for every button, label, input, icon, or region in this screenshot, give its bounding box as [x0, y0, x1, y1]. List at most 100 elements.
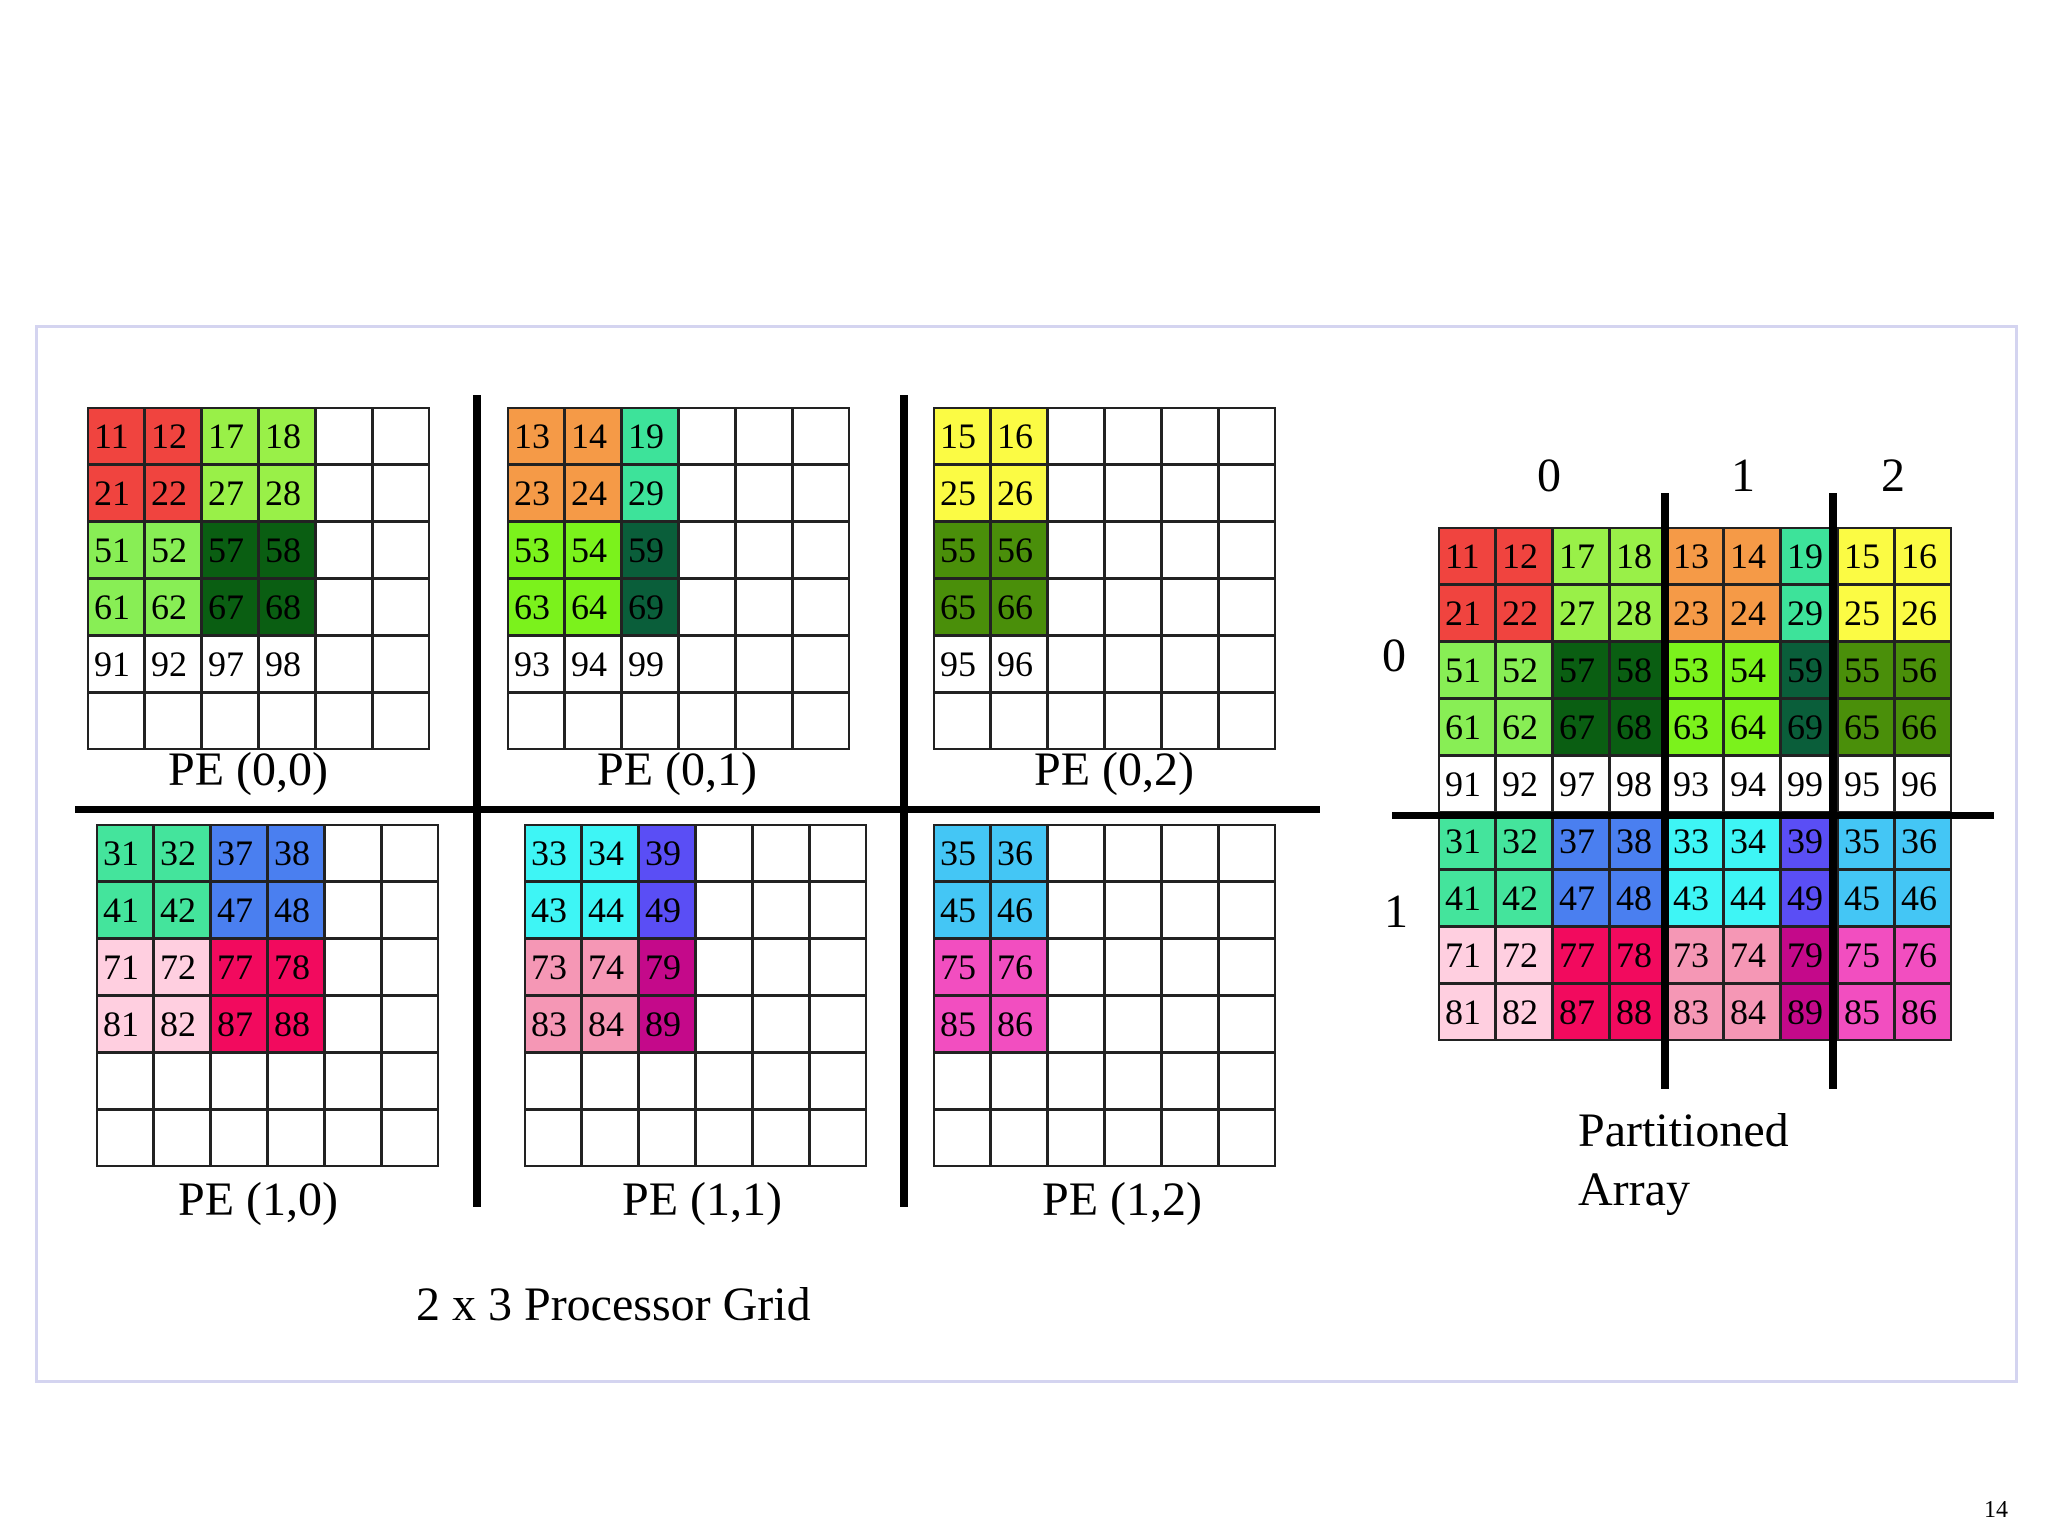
pe-empty-cell: [1218, 881, 1276, 939]
array-cell-38: 38: [1609, 812, 1667, 870]
array-cell-11: 11: [1438, 527, 1496, 585]
array-cell-85: 85: [1837, 983, 1895, 1041]
array-cell-59: 59: [1780, 641, 1838, 699]
pe-empty-cell: [1218, 635, 1276, 693]
pe-empty-cell: [809, 1052, 867, 1110]
partitioned-array-grid: 11 12 17 18 13 14 19 15 16 21 22 27 28 23 24 29 25 26 51 52…: [1438, 527, 1952, 1041]
pe-empty-cell: [1161, 1052, 1219, 1110]
pe-empty-cell: [638, 1109, 696, 1167]
pe-cell-21: 21: [87, 464, 145, 522]
pe-cell-88: 88: [267, 995, 325, 1053]
pe-empty-cell: [1104, 938, 1162, 996]
array-cell-34: 34: [1723, 812, 1781, 870]
pe-cell-12: 12: [144, 407, 202, 465]
array-cell-77: 77: [1552, 926, 1610, 984]
pe-empty-cell: [792, 464, 850, 522]
pe-cell-99: 99: [621, 635, 679, 693]
pe-empty-cell: [1218, 521, 1276, 579]
array-cell-73: 73: [1666, 926, 1724, 984]
pe-empty-cell: [792, 521, 850, 579]
pe-empty-cell: [267, 1109, 325, 1167]
array-cell-91: 91: [1438, 755, 1496, 813]
array-cell-43: 43: [1666, 869, 1724, 927]
pe-empty-cell: [1047, 521, 1105, 579]
pe-empty-cell: [1161, 635, 1219, 693]
pe-cell-38: 38: [267, 824, 325, 882]
pe-empty-cell: [1104, 1109, 1162, 1167]
pe-empty-cell: [735, 464, 793, 522]
pe-empty-cell: [735, 521, 793, 579]
array-cell-69: 69: [1780, 698, 1838, 756]
pe-empty-cell: [372, 578, 430, 636]
array-cell-87: 87: [1552, 983, 1610, 1041]
pe-cell-55: 55: [933, 521, 991, 579]
array-cell-46: 46: [1894, 869, 1952, 927]
col-label-1: 1: [1731, 449, 1755, 502]
pe-label-1-2: PE (1,2): [1042, 1173, 1202, 1226]
array-cell-75: 75: [1837, 926, 1895, 984]
pe-empty-cell: [990, 1109, 1048, 1167]
array-cell-26: 26: [1894, 584, 1952, 642]
pe-empty-cell: [678, 407, 736, 465]
pe-empty-cell: [1161, 521, 1219, 579]
pe-empty-cell: [144, 692, 202, 750]
pe-empty-cell: [581, 1109, 639, 1167]
array-cell-55: 55: [1837, 641, 1895, 699]
pe-empty-cell: [381, 938, 439, 996]
pe-empty-cell: [695, 881, 753, 939]
pe-empty-cell: [372, 635, 430, 693]
pe-empty-cell: [695, 824, 753, 882]
array-cell-88: 88: [1609, 983, 1667, 1041]
pe-cell-75: 75: [933, 938, 991, 996]
pe-empty-cell: [507, 692, 565, 750]
pe-empty-cell: [524, 1109, 582, 1167]
pe-cell-93: 93: [507, 635, 565, 693]
partitioned-caption-line1: Partitioned: [1578, 1104, 1789, 1157]
pe-grid-0-1: 13 14 19 23 24 29 53 54 59 63 64 69 93 94 99: [507, 407, 850, 750]
pe-empty-cell: [809, 938, 867, 996]
pe-empty-cell: [381, 1052, 439, 1110]
pe-empty-cell: [1104, 578, 1162, 636]
pe-empty-cell: [324, 1052, 382, 1110]
pe-cell-89: 89: [638, 995, 696, 1053]
pe-cell-54: 54: [564, 521, 622, 579]
pe-cell-71: 71: [96, 938, 154, 996]
array-cell-74: 74: [1723, 926, 1781, 984]
pe-empty-cell: [735, 692, 793, 750]
pe-empty-cell: [1104, 521, 1162, 579]
pe-empty-cell: [564, 692, 622, 750]
pe-empty-cell: [752, 1052, 810, 1110]
pe-empty-cell: [1161, 692, 1219, 750]
pe-cell-49: 49: [638, 881, 696, 939]
pe-empty-cell: [678, 692, 736, 750]
pe-empty-cell: [372, 521, 430, 579]
pe-empty-cell: [315, 692, 373, 750]
array-cell-68: 68: [1609, 698, 1667, 756]
pe-empty-cell: [752, 824, 810, 882]
pe-empty-cell: [372, 692, 430, 750]
pe-empty-cell: [372, 464, 430, 522]
pe-empty-cell: [1047, 692, 1105, 750]
pe-empty-cell: [324, 995, 382, 1053]
pe-cell-42: 42: [153, 881, 211, 939]
partitioned-caption-line2: Array: [1578, 1163, 1690, 1216]
pe-cell-46: 46: [990, 881, 1048, 939]
array-cell-24: 24: [1723, 584, 1781, 642]
pe-empty-cell: [809, 1109, 867, 1167]
pe-empty-cell: [809, 881, 867, 939]
pe-cell-79: 79: [638, 938, 696, 996]
pe-cell-17: 17: [201, 407, 259, 465]
pe-empty-cell: [1161, 407, 1219, 465]
col-label-2: 2: [1881, 449, 1905, 502]
array-cell-13: 13: [1666, 527, 1724, 585]
array-cell-28: 28: [1609, 584, 1667, 642]
pe-cell-61: 61: [87, 578, 145, 636]
pe-empty-cell: [324, 881, 382, 939]
pe-empty-cell: [153, 1052, 211, 1110]
pe-cell-52: 52: [144, 521, 202, 579]
pe-cell-63: 63: [507, 578, 565, 636]
array-divider-vertical-2: [1829, 493, 1837, 1089]
pe-cell-94: 94: [564, 635, 622, 693]
pe-empty-cell: [678, 635, 736, 693]
pe-cell-74: 74: [581, 938, 639, 996]
